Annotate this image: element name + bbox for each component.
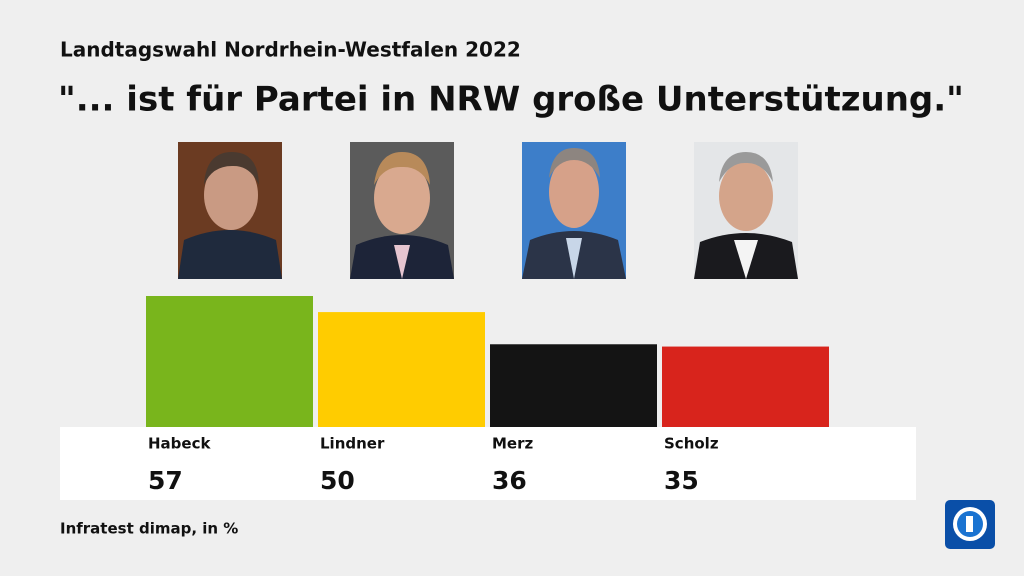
value-label: 35 bbox=[664, 466, 699, 495]
category-label: Lindner bbox=[320, 435, 385, 453]
value-label: 57 bbox=[148, 466, 183, 495]
bar bbox=[318, 312, 485, 427]
category-label: Merz bbox=[492, 435, 533, 453]
value-label: 50 bbox=[320, 466, 355, 495]
category-label: Scholz bbox=[664, 435, 719, 453]
bar bbox=[662, 346, 829, 427]
photo bbox=[694, 142, 798, 279]
logo bbox=[945, 500, 995, 549]
category-label: Habeck bbox=[148, 435, 211, 453]
source: Infratest dimap, in % bbox=[60, 520, 238, 538]
photo bbox=[350, 142, 454, 279]
chart-title: "... ist für Partei in NRW große Unterst… bbox=[58, 80, 964, 120]
portraits bbox=[178, 142, 798, 279]
chart-subtitle: Landtagswahl Nordrhein-Westfalen 2022 bbox=[60, 38, 521, 62]
label-panel bbox=[60, 427, 916, 500]
bar bbox=[490, 344, 657, 427]
value-label: 36 bbox=[492, 466, 527, 495]
bar bbox=[146, 296, 313, 427]
photo bbox=[522, 142, 626, 279]
photo bbox=[178, 142, 282, 279]
